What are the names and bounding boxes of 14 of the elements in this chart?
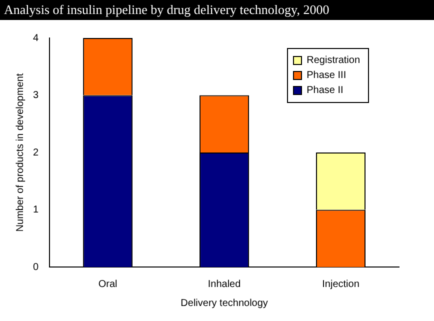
legend-label: Phase III (306, 69, 346, 83)
x-axis-title: Delivery technology (180, 298, 268, 309)
y-tick-label: 4 (33, 32, 39, 44)
y-axis-title: Number of products in development (14, 73, 26, 232)
y-tick-label: 1 (33, 204, 39, 216)
y-tick-label: 2 (33, 147, 39, 158)
x-tick-label: Inhaled (208, 278, 241, 290)
y-tick-label: 3 (33, 90, 39, 101)
x-tick-label: Oral (98, 278, 118, 290)
x-tick-label: Injection (322, 278, 360, 290)
legend-label: Registration (306, 54, 360, 68)
legend-label: Phase II (306, 84, 344, 98)
chart-title: Analysis of insulin pipeline by drug delivery technology, 2000 (0, 0, 434, 20)
y-tick-label: 0 (33, 262, 39, 273)
